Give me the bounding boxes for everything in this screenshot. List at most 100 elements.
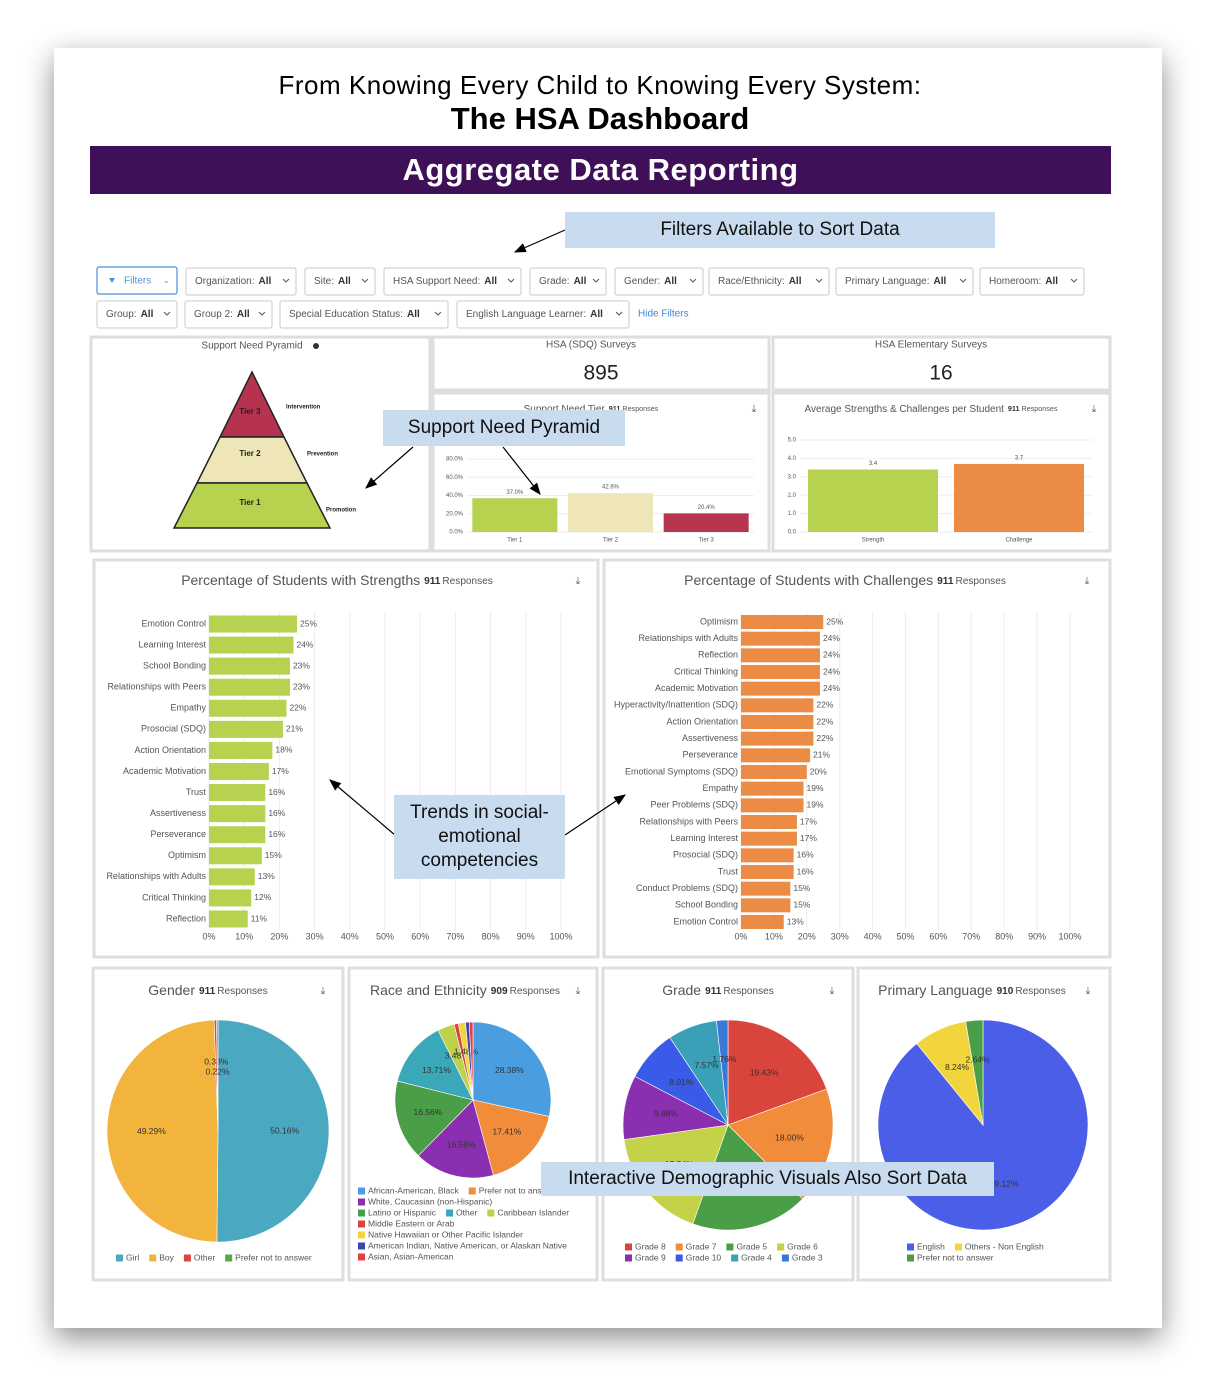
category-label: Hyperactivity/Inattention (SDQ) bbox=[614, 700, 738, 710]
slice-label: 3.48% bbox=[445, 1050, 470, 1060]
value-label: 22% bbox=[816, 700, 833, 710]
kpi-title: HSA (SDQ) Surveys bbox=[546, 340, 636, 351]
filter-chip[interactable] bbox=[96, 300, 178, 329]
filter-chip-text[interactable]: Group 2: All bbox=[194, 309, 250, 320]
bar bbox=[209, 657, 290, 675]
x-tick-label: 30% bbox=[831, 931, 849, 941]
filter-chip[interactable] bbox=[456, 300, 630, 329]
value-label: 25% bbox=[300, 618, 317, 628]
chevron bbox=[689, 278, 697, 283]
category-label: Academic Motivation bbox=[123, 766, 206, 776]
bar bbox=[209, 847, 262, 865]
chart-title: Percentage of Students with Challenges 91… bbox=[684, 572, 1006, 588]
legend-label: White, Caucasian (non-Hispanic) bbox=[368, 1196, 492, 1206]
value-label: 17% bbox=[800, 833, 817, 843]
filter-button-label[interactable]: Filters bbox=[124, 276, 151, 287]
legend-label: Boy bbox=[159, 1252, 174, 1262]
legend-label: Native Hawaiian or Other Pacific Islande… bbox=[368, 1229, 523, 1239]
legend-label: American Indian, Native American, or Ala… bbox=[368, 1240, 567, 1250]
value-label: 19% bbox=[807, 800, 824, 810]
legend-swatch bbox=[625, 1254, 632, 1262]
filter-chip[interactable] bbox=[279, 300, 449, 329]
chevron bbox=[592, 278, 600, 283]
slice-label: 13.71% bbox=[422, 1065, 451, 1075]
filter-chip[interactable] bbox=[835, 267, 974, 296]
filter-chip-text[interactable]: Gender: All bbox=[624, 276, 677, 287]
filter-button[interactable] bbox=[96, 266, 178, 295]
category-label: School Bonding bbox=[675, 900, 738, 910]
x-tick-label: 90% bbox=[517, 931, 535, 941]
filter-chip-text[interactable]: Group: All bbox=[106, 309, 154, 320]
filter-chip-text[interactable]: Site: All bbox=[314, 276, 351, 287]
tier-desc: Promotion bbox=[326, 508, 356, 514]
response-unit: Responses bbox=[955, 576, 1005, 587]
filter-value: All bbox=[789, 276, 802, 287]
value-label: 17% bbox=[800, 816, 817, 826]
x-tick-label: Tier 3 bbox=[699, 538, 715, 544]
legend-label: Other bbox=[194, 1252, 215, 1262]
response-unit: Responses bbox=[442, 576, 492, 587]
value-label: 11% bbox=[251, 913, 268, 923]
filter-chip-text[interactable]: Primary Language: All bbox=[845, 276, 947, 287]
panel bbox=[771, 335, 1112, 392]
bar bbox=[741, 831, 797, 846]
title-text: Percentage of Students with Strengths bbox=[181, 572, 420, 588]
bar bbox=[472, 498, 558, 532]
slice-label: 17.41% bbox=[493, 1126, 522, 1136]
slice-label: 2.64% bbox=[966, 1054, 991, 1064]
filter-chip[interactable] bbox=[529, 267, 607, 296]
bar bbox=[209, 720, 283, 738]
category-label: Emotion Control bbox=[673, 916, 738, 926]
filter-chip[interactable] bbox=[383, 267, 522, 296]
legend-label: Grade 4 bbox=[741, 1252, 772, 1262]
x-tick-label: 50% bbox=[896, 931, 914, 941]
panel bbox=[602, 558, 1112, 959]
filter-chip-text[interactable]: Race/Ethnicity: All bbox=[718, 276, 802, 287]
filter-label: Special Education Status: bbox=[289, 309, 403, 320]
hide-filters[interactable]: Hide Filters bbox=[638, 309, 689, 320]
filter-chip-text[interactable]: HSA Support Need: All bbox=[393, 276, 497, 287]
legend-label: Prefer not to answer bbox=[917, 1252, 994, 1262]
filter-chip[interactable] bbox=[708, 267, 830, 296]
response-unit: Responses bbox=[1022, 404, 1058, 413]
value-label: 24% bbox=[823, 633, 840, 643]
category-label: Peer Problems (SDQ) bbox=[650, 800, 738, 810]
filter-chip-text[interactable]: Organization: All bbox=[195, 276, 271, 287]
filter-chip[interactable] bbox=[979, 267, 1085, 296]
slice-label: 16.56% bbox=[447, 1140, 476, 1150]
filter-chip-text[interactable]: Homeroom: All bbox=[989, 276, 1058, 287]
filter-chip[interactable] bbox=[614, 267, 704, 296]
bar bbox=[741, 665, 820, 679]
callout: Filters Available to Sort Data bbox=[565, 212, 995, 248]
bar bbox=[741, 781, 804, 796]
filter-value: All bbox=[664, 276, 677, 287]
legend-swatch bbox=[358, 1231, 365, 1239]
chevron bbox=[507, 278, 515, 283]
filter-chip[interactable] bbox=[184, 300, 273, 329]
bar bbox=[741, 848, 794, 863]
y-tick-label: 0.0% bbox=[449, 530, 463, 536]
value-label: 42.6% bbox=[602, 485, 620, 491]
category-label: Prosocial (SDQ) bbox=[141, 724, 206, 734]
filter-chip-text[interactable]: Special Education Status: All bbox=[289, 309, 420, 320]
legend-label: Asian, Asian-American bbox=[368, 1251, 454, 1261]
filter-icon bbox=[109, 278, 115, 283]
filter-chip-text[interactable]: English Language Learner: All bbox=[466, 309, 603, 320]
pie-slice bbox=[468, 1021, 474, 1101]
filter-chip[interactable] bbox=[304, 267, 376, 296]
header-title: The HSA Dashboard bbox=[450, 101, 750, 136]
slice-label: 0.33% bbox=[204, 1056, 229, 1066]
value-label: 23% bbox=[293, 660, 310, 670]
response-unit: Responses bbox=[622, 404, 658, 413]
arrow bbox=[564, 794, 626, 836]
value-label: 24% bbox=[823, 683, 840, 693]
chart-title: Average Strengths & Challenges per Stude… bbox=[805, 404, 1058, 415]
pie-slice bbox=[472, 1099, 550, 1176]
pie-slice bbox=[727, 1019, 828, 1126]
legend-swatch bbox=[731, 1254, 739, 1262]
filter-chip[interactable] bbox=[185, 267, 297, 296]
category-label: Critical Thinking bbox=[142, 892, 206, 902]
filter-chip-text[interactable]: Grade: All bbox=[539, 276, 587, 287]
y-tick-label: 2.0 bbox=[788, 493, 797, 499]
